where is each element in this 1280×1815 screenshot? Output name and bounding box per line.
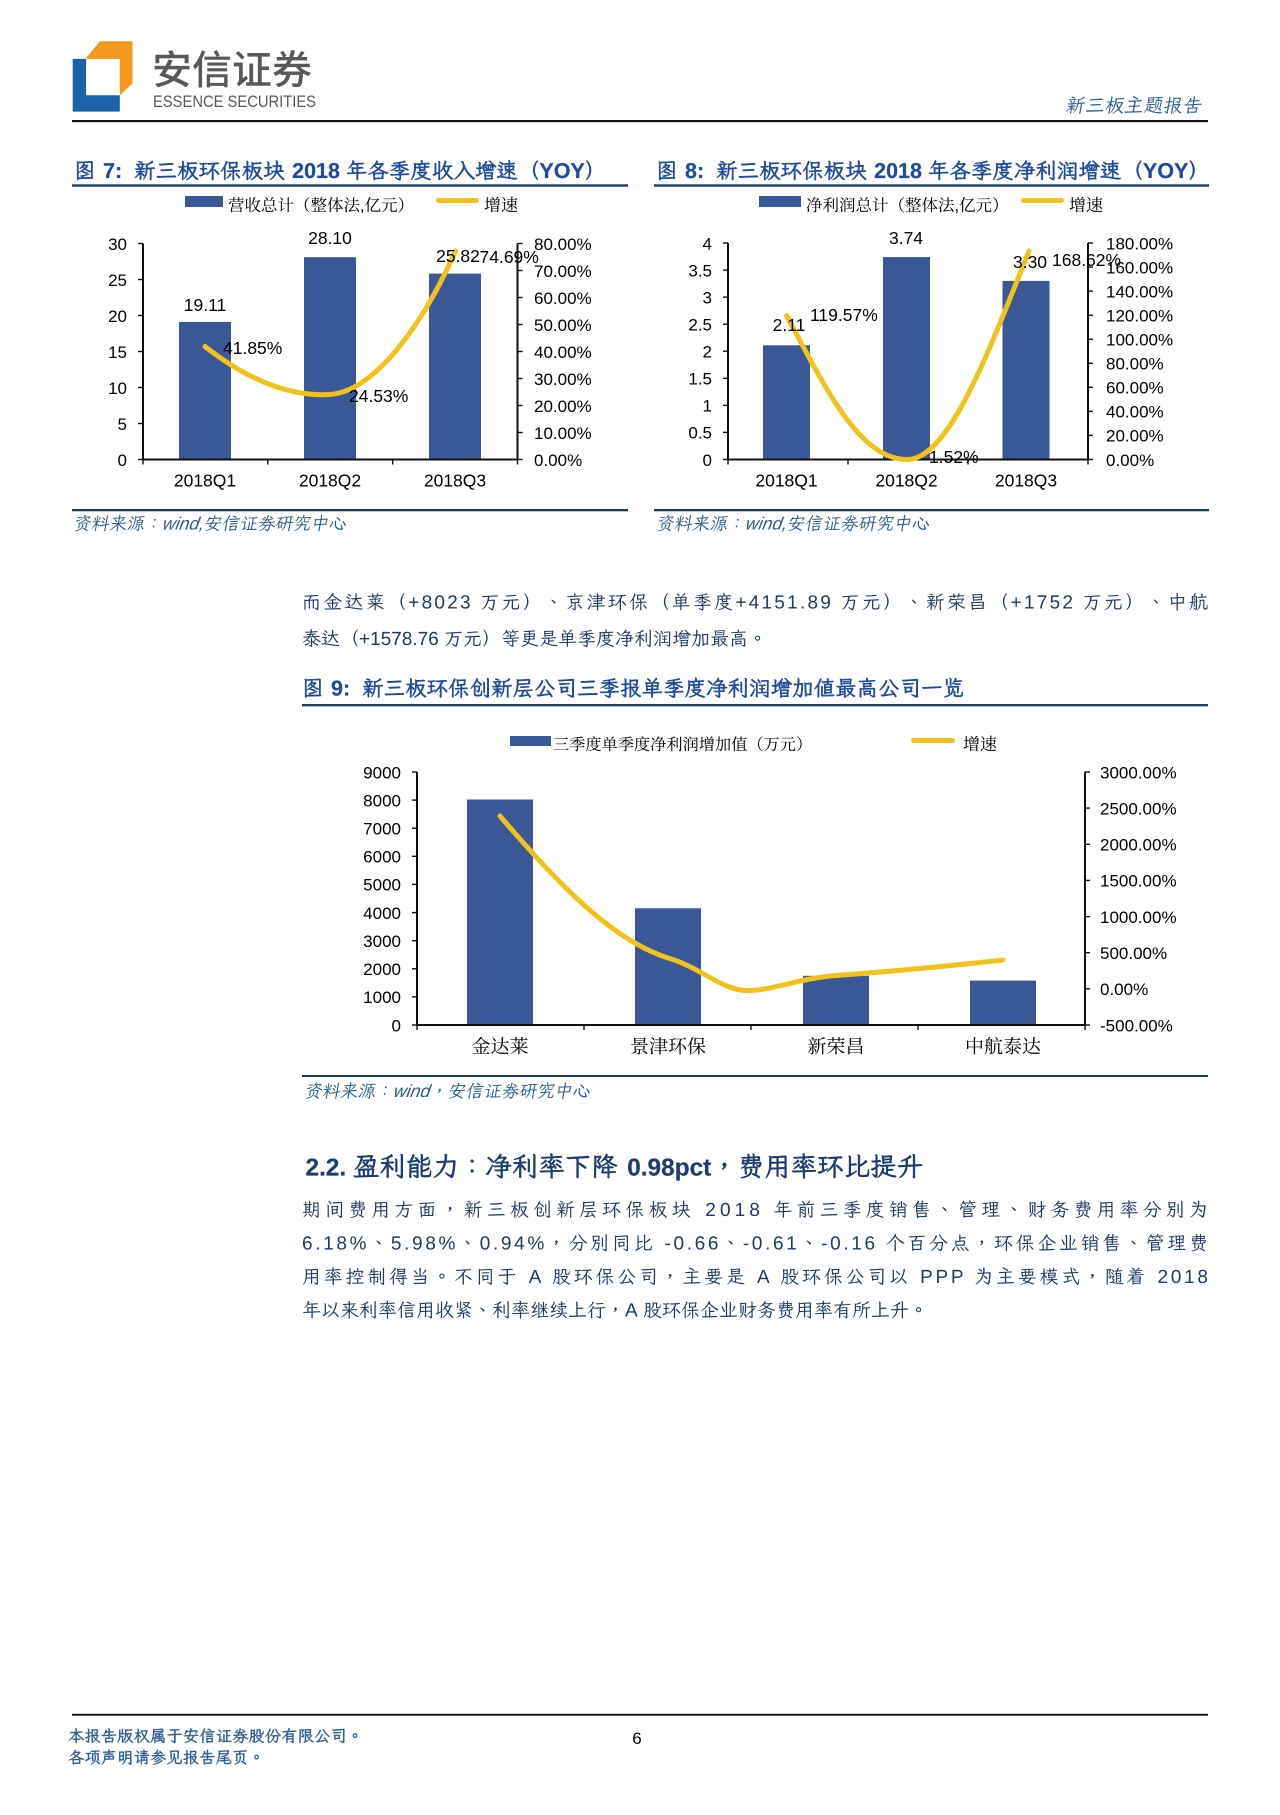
svg-text:2000: 2000 (363, 960, 401, 979)
svg-text:40.00%: 40.00% (1106, 403, 1164, 422)
svg-text:25: 25 (108, 271, 127, 290)
svg-text:50.00%: 50.00% (534, 316, 592, 335)
svg-text:1000: 1000 (363, 988, 401, 1007)
svg-text:1: 1 (703, 397, 712, 416)
svg-text:4000: 4000 (363, 904, 401, 923)
svg-text:60.00%: 60.00% (534, 289, 592, 308)
svg-text:0: 0 (703, 451, 712, 470)
svg-text:0: 0 (392, 1016, 401, 1035)
svg-text:3.74: 3.74 (889, 228, 923, 248)
svg-text:100.00%: 100.00% (1106, 331, 1173, 350)
svg-text:74.69%: 74.69% (480, 247, 539, 267)
svg-text:70.00%: 70.00% (534, 262, 592, 281)
svg-text:20: 20 (108, 307, 127, 326)
svg-text:3.30: 3.30 (1013, 252, 1047, 272)
svg-text:30: 30 (108, 235, 127, 254)
svg-text:2: 2 (703, 343, 712, 362)
svg-text:40.00%: 40.00% (534, 343, 592, 362)
svg-text:2018Q2: 2018Q2 (299, 471, 361, 491)
svg-text:0.00%: 0.00% (1100, 980, 1148, 999)
svg-text:2000.00%: 2000.00% (1100, 836, 1177, 855)
svg-text:119.57%: 119.57% (810, 305, 878, 325)
svg-text:120.00%: 120.00% (1106, 307, 1173, 326)
svg-text:24.53%: 24.53% (349, 386, 408, 406)
svg-text:28.10: 28.10 (308, 228, 352, 248)
svg-text:9000: 9000 (363, 763, 401, 782)
svg-text:2018Q3: 2018Q3 (995, 471, 1057, 491)
svg-text:6000: 6000 (363, 848, 401, 867)
svg-text:15: 15 (108, 343, 127, 362)
svg-text:1500.00%: 1500.00% (1100, 872, 1177, 891)
svg-text:3: 3 (703, 288, 712, 307)
svg-text:1000.00%: 1000.00% (1100, 908, 1177, 927)
svg-text:168.62%: 168.62% (1052, 250, 1121, 270)
svg-text:ESSENCE SECURITIES: ESSENCE SECURITIES (153, 92, 316, 111)
svg-text:5000: 5000 (363, 876, 401, 895)
svg-text:41.85%: 41.85% (223, 338, 282, 358)
svg-text:1.52%: 1.52% (929, 447, 979, 467)
svg-text:0.00%: 0.00% (1106, 451, 1154, 470)
svg-text:0.5: 0.5 (688, 424, 712, 443)
svg-text:3000: 3000 (363, 932, 401, 951)
svg-text:6: 6 (632, 1729, 641, 1748)
svg-text:2.5: 2.5 (688, 316, 712, 335)
svg-text:4: 4 (703, 234, 712, 253)
svg-text:1.5: 1.5 (688, 370, 712, 389)
svg-text:0: 0 (118, 451, 127, 470)
svg-text:25.82: 25.82 (436, 246, 480, 266)
svg-text:8000: 8000 (363, 791, 401, 810)
svg-text:10: 10 (108, 379, 127, 398)
svg-text:80.00%: 80.00% (1106, 355, 1164, 374)
svg-text:180.00%: 180.00% (1106, 234, 1173, 253)
svg-text:5: 5 (118, 415, 127, 434)
svg-text:7000: 7000 (363, 820, 401, 839)
svg-text:0.00%: 0.00% (534, 451, 582, 470)
svg-text:60.00%: 60.00% (1106, 379, 1164, 398)
svg-text:2018Q3: 2018Q3 (424, 471, 486, 491)
svg-text:20.00%: 20.00% (1106, 427, 1164, 446)
svg-text:3.5: 3.5 (688, 261, 712, 280)
svg-text:10.00%: 10.00% (534, 424, 592, 443)
svg-text:2018Q2: 2018Q2 (875, 471, 937, 491)
svg-text:2018Q1: 2018Q1 (174, 471, 236, 491)
svg-text:2500.00%: 2500.00% (1100, 799, 1177, 818)
svg-text:500.00%: 500.00% (1100, 944, 1167, 963)
svg-text:2018Q1: 2018Q1 (755, 471, 817, 491)
svg-text:30.00%: 30.00% (534, 370, 592, 389)
svg-text:80.00%: 80.00% (534, 235, 592, 254)
svg-text:2.11: 2.11 (773, 315, 806, 335)
svg-text:19.11: 19.11 (184, 295, 227, 315)
svg-text:3000.00%: 3000.00% (1100, 763, 1177, 782)
svg-text:160.00%: 160.00% (1106, 258, 1173, 277)
svg-text:140.00%: 140.00% (1106, 282, 1173, 301)
svg-text:20.00%: 20.00% (534, 397, 592, 416)
svg-text:-500.00%: -500.00% (1100, 1016, 1173, 1035)
